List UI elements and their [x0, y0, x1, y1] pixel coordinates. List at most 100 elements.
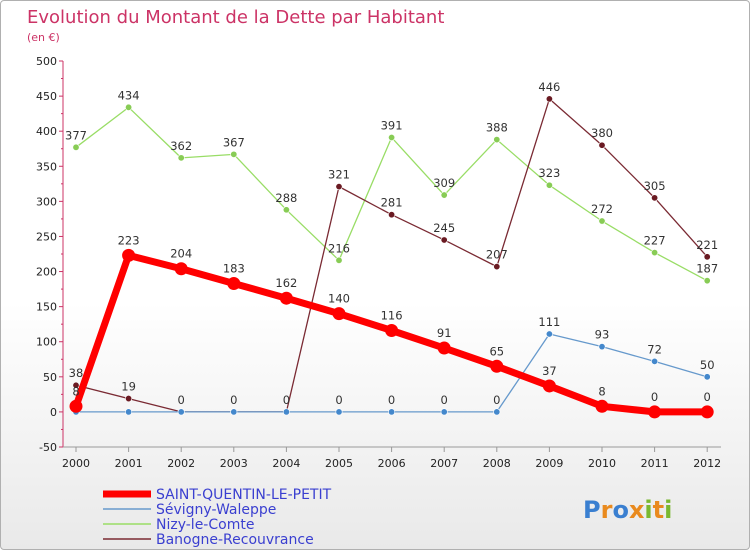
x-tick-label: 2008 [483, 457, 511, 470]
x-tick-label: 2012 [693, 457, 721, 470]
data-point-nizy-le-comte [545, 181, 553, 189]
data-point-banogne-recouvrance [388, 211, 396, 219]
data-label-saint-quentin-le-petit: 91 [437, 326, 452, 340]
data-label-sevigny-waleppe: 0 [493, 393, 500, 407]
x-tick-label: 2004 [272, 457, 300, 470]
data-point-nizy-le-comte [493, 136, 501, 144]
data-label-saint-quentin-le-petit: 65 [489, 344, 504, 358]
x-tick-label: 2001 [115, 457, 143, 470]
data-point-banogne-recouvrance [703, 253, 711, 261]
data-label-banogne-recouvrance: 0 [230, 393, 237, 407]
data-label-banogne-recouvrance: 380 [591, 126, 613, 140]
data-label-banogne-recouvrance: 0 [283, 393, 290, 407]
data-label-nizy-le-comte: 391 [381, 118, 403, 132]
series-layer [69, 95, 714, 419]
data-point-sevigny-waleppe [388, 408, 396, 416]
y-tick-label: 50 [43, 371, 57, 384]
data-point-nizy-le-comte [388, 133, 396, 141]
data-label-nizy-le-comte: 377 [65, 128, 87, 142]
y-tick-label: 0 [50, 406, 57, 419]
x-tick-label: 2003 [220, 457, 248, 470]
data-label-saint-quentin-le-petit: 223 [118, 233, 140, 247]
data-label-saint-quentin-le-petit: 183 [223, 261, 245, 275]
data-point-saint-quentin-le-petit [332, 307, 346, 321]
y-tick-label: 300 [36, 195, 57, 208]
data-point-sevigny-waleppe [177, 408, 185, 416]
data-point-sevigny-waleppe [703, 373, 711, 381]
data-label-banogne-recouvrance: 305 [644, 179, 666, 193]
data-point-saint-quentin-le-petit [595, 399, 609, 413]
data-point-sevigny-waleppe [598, 343, 606, 351]
data-label-banogne-recouvrance: 245 [433, 221, 455, 235]
data-label-banogne-recouvrance: 38 [69, 366, 84, 380]
data-label-sevigny-waleppe: 0 [388, 393, 395, 407]
data-label-saint-quentin-le-petit: 116 [381, 308, 403, 322]
data-label-banogne-recouvrance: 446 [538, 80, 560, 94]
y-tick-label: 500 [36, 55, 57, 68]
data-point-nizy-le-comte [598, 217, 606, 225]
data-label-nizy-le-comte: 434 [118, 88, 140, 102]
proxiti-logo-text: Proxiti [583, 496, 672, 524]
data-point-banogne-recouvrance [651, 194, 659, 202]
data-point-nizy-le-comte [703, 277, 711, 285]
data-point-saint-quentin-le-petit [385, 323, 399, 337]
data-label-banogne-recouvrance: 221 [696, 238, 718, 252]
data-point-saint-quentin-le-petit [122, 248, 136, 262]
x-tick-label: 2005 [325, 457, 353, 470]
data-label-nizy-le-comte: 309 [433, 176, 455, 190]
data-point-banogne-recouvrance [440, 236, 448, 244]
legend: SAINT-QUENTIN-LE-PETIT Sévigny-Waleppe N… [103, 487, 332, 548]
y-ticks: -50 0 50 100 150 200 250 300 350 400 450 500 [36, 55, 63, 454]
data-point-banogne-recouvrance [598, 141, 606, 149]
x-tick-label: 2000 [62, 457, 90, 470]
data-label-saint-quentin-le-petit: 162 [275, 276, 297, 290]
data-point-sevigny-waleppe [335, 408, 343, 416]
data-label-saint-quentin-le-petit: 0 [704, 390, 711, 404]
data-point-sevigny-waleppe [545, 330, 553, 338]
data-point-saint-quentin-le-petit [490, 359, 504, 373]
data-label-nizy-le-comte: 388 [486, 121, 508, 135]
data-point-sevigny-waleppe [282, 408, 290, 416]
data-label-saint-quentin-le-petit: 8 [598, 384, 605, 398]
data-label-nizy-le-comte: 216 [328, 241, 350, 255]
x-ticks: 2000 2001 2002 2003 2004 2005 2006 2007 2008 2009… [62, 447, 721, 470]
data-label-banogne-recouvrance: 321 [328, 168, 350, 182]
x-tick-label: 2002 [167, 457, 195, 470]
y-tick-label: 400 [36, 125, 57, 138]
data-point-nizy-le-comte [335, 256, 343, 264]
data-point-nizy-le-comte [651, 249, 659, 257]
data-label-nizy-le-comte: 362 [170, 139, 192, 153]
data-point-saint-quentin-le-petit [648, 405, 662, 419]
data-label-nizy-le-comte: 187 [696, 262, 718, 276]
data-point-saint-quentin-le-petit [227, 276, 241, 290]
data-point-banogne-recouvrance [335, 183, 343, 191]
data-label-sevigny-waleppe: 0 [335, 393, 342, 407]
x-tick-label: 2007 [430, 457, 458, 470]
data-point-nizy-le-comte [177, 154, 185, 162]
y-tick-label: 350 [36, 160, 57, 173]
data-label-saint-quentin-le-petit: 37 [542, 364, 557, 378]
data-label-nizy-le-comte: 272 [591, 202, 613, 216]
chart-title: Evolution du Montant de la Dette par Hab… [27, 7, 444, 28]
data-point-nizy-le-comte [440, 191, 448, 199]
data-label-banogne-recouvrance: 207 [486, 248, 508, 262]
data-label-sevigny-waleppe: 50 [700, 358, 715, 372]
data-point-nizy-le-comte [282, 206, 290, 214]
chart-subtitle: (en €) [27, 31, 60, 44]
data-label-sevigny-waleppe: 111 [538, 315, 560, 329]
x-tick-label: 2009 [535, 457, 563, 470]
data-label-nizy-le-comte: 323 [538, 166, 560, 180]
y-tick-label: 100 [36, 336, 57, 349]
data-label-saint-quentin-le-petit: 204 [170, 247, 192, 261]
data-label-sevigny-waleppe: 0 [441, 393, 448, 407]
x-tick-label: 2006 [378, 457, 406, 470]
data-point-saint-quentin-le-petit [700, 405, 714, 419]
y-tick-label: 450 [36, 90, 57, 103]
data-point-nizy-le-comte [230, 150, 238, 158]
y-tick-label: -50 [39, 441, 57, 454]
data-point-nizy-le-comte [72, 143, 80, 151]
legend-label-saint-quentin: SAINT-QUENTIN-LE-PETIT [156, 487, 332, 503]
